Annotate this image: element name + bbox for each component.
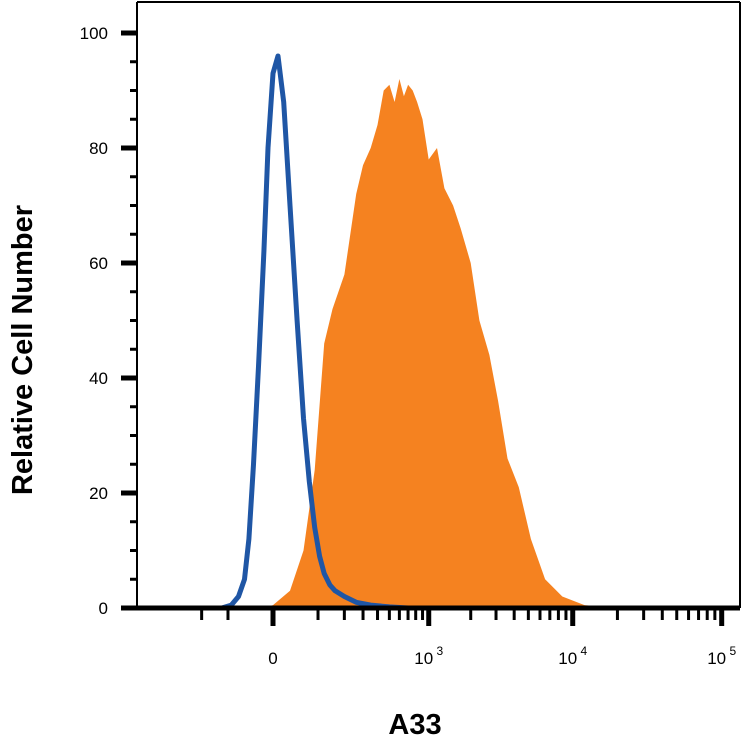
y-tick-label: 40 (89, 369, 108, 388)
series-line-histogram (201, 53, 739, 611)
x-tick-label: 10 3 (414, 644, 443, 668)
y-tick-label: 60 (89, 254, 108, 273)
y-tick-label: 80 (89, 139, 108, 158)
series-filled-histogram (261, 79, 739, 608)
x-tick-label: 0 (268, 649, 277, 668)
series-layer (201, 53, 739, 611)
y-axis-title: Relative Cell Number (7, 205, 39, 495)
y-axis-ticks: 0 20 40 60 80 100 (80, 24, 137, 618)
y-tick-label: 0 (99, 599, 108, 618)
x-tick-label: 10 5 (707, 644, 736, 668)
x-axis-title: A33 (388, 709, 441, 741)
y-tick-label: 100 (80, 24, 108, 43)
y-tick-label: 20 (89, 484, 108, 503)
x-axis-ticks: 0 10 3 10 4 10 5 (200, 610, 736, 668)
x-tick-label: 10 4 (558, 644, 587, 668)
